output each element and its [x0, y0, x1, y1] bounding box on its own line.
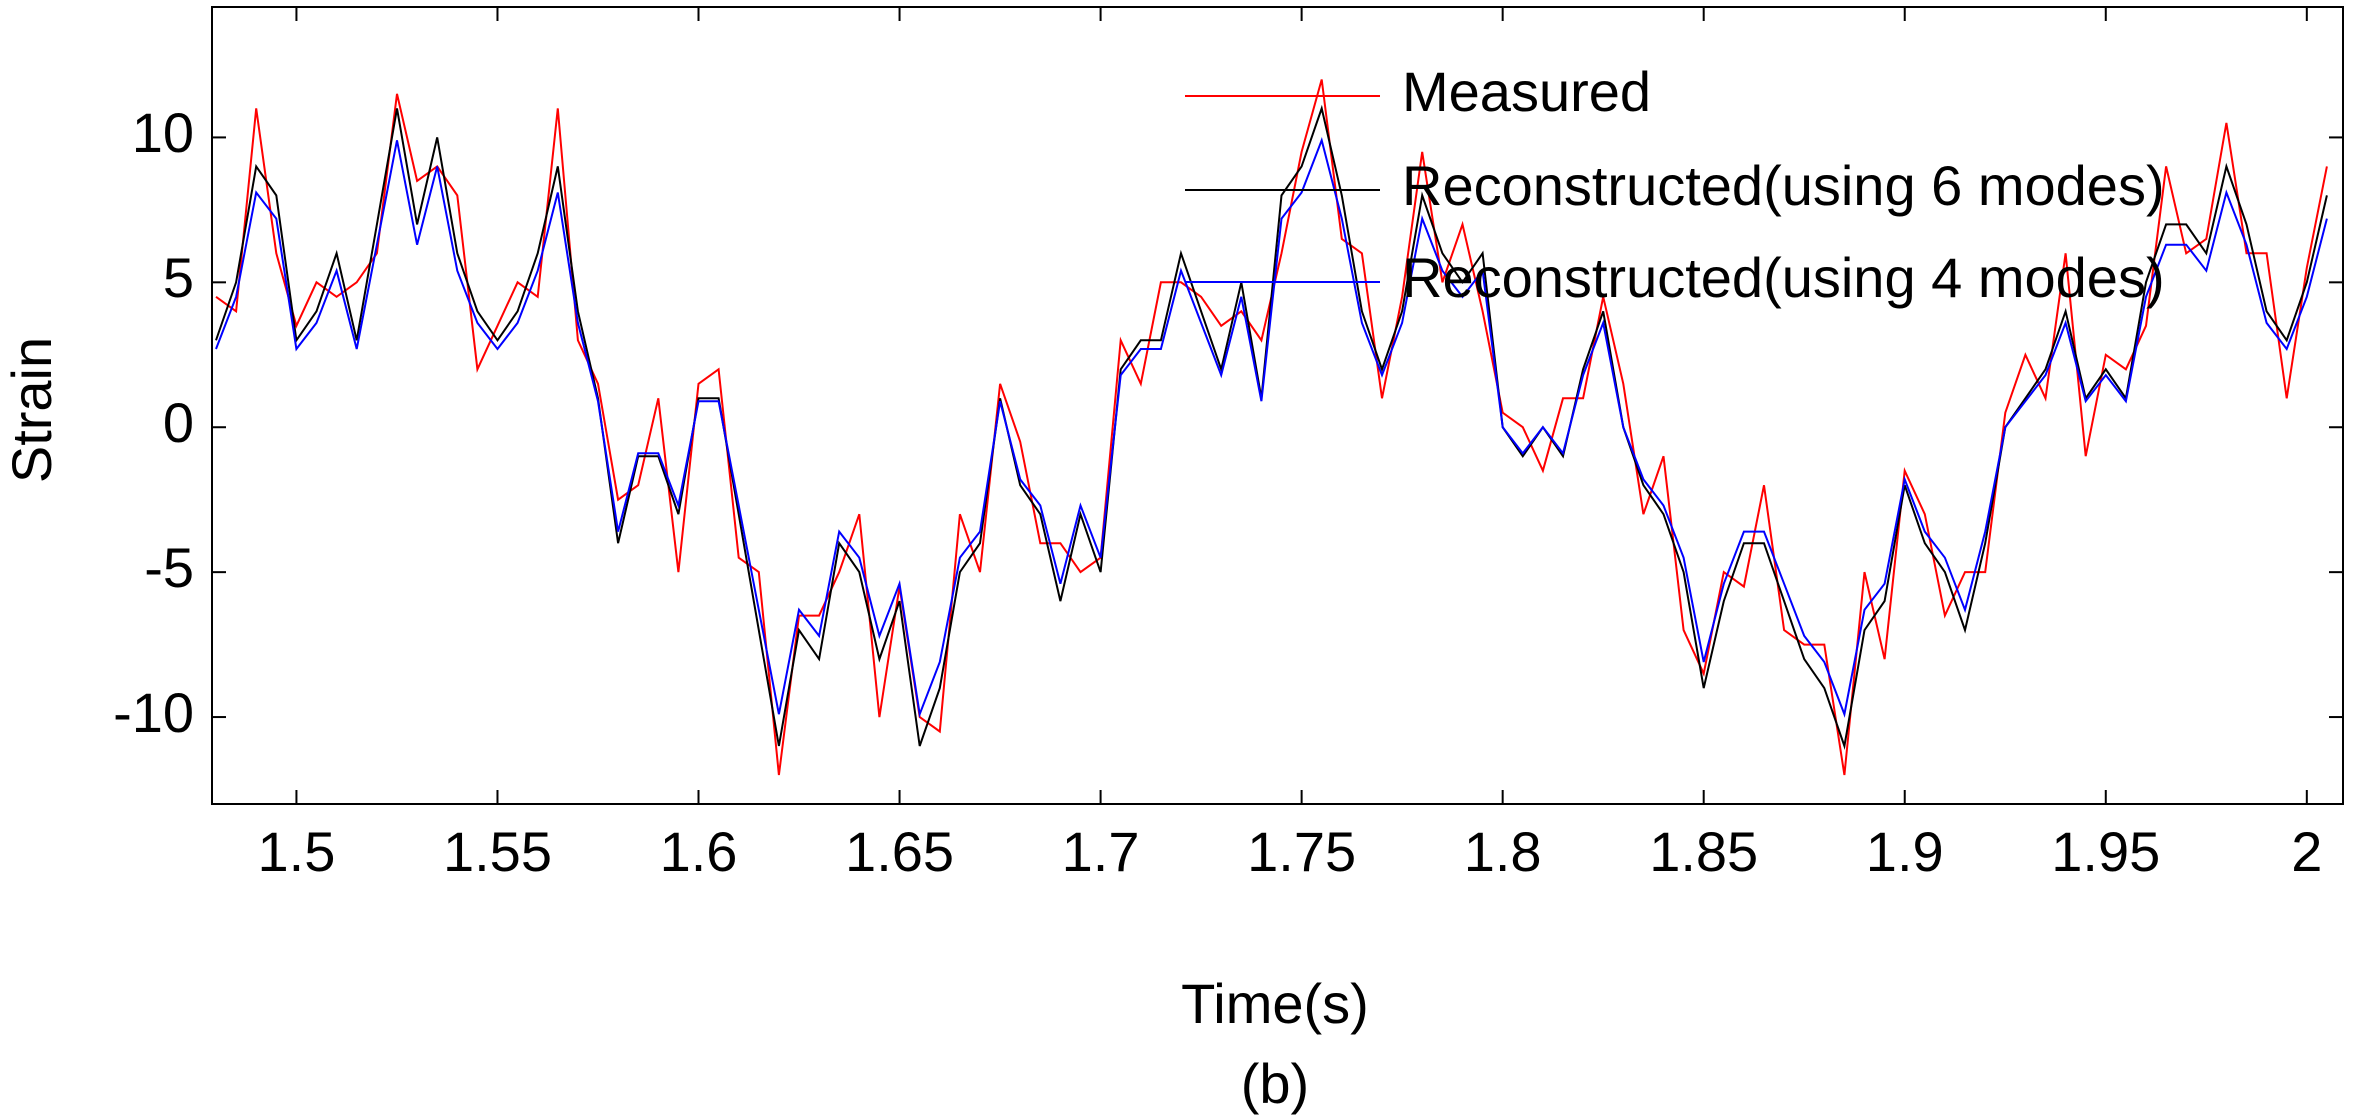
x-tick-label: 1.8 [1464, 820, 1542, 883]
x-tick-label: 1.55 [443, 820, 552, 883]
legend-label: Measured [1402, 60, 1651, 123]
x-tick-label: 1.95 [2051, 820, 2160, 883]
x-tick-label: 1.65 [845, 820, 954, 883]
x-tick-label: 2 [2291, 820, 2322, 883]
x-axis-label: Time(s) [1181, 972, 1369, 1035]
caption: (b) [1241, 1052, 1309, 1115]
x-tick-label: 1.6 [660, 820, 738, 883]
plot-frame [211, 6, 2344, 805]
series-line [215, 104, 2328, 750]
legend-label: Reconstructed(using 6 modes) [1402, 154, 2165, 217]
y-tick-label: -5 [144, 536, 194, 599]
x-tick-label: 1.9 [1866, 820, 1944, 883]
legend-label: Reconstructed(using 4 modes) [1402, 246, 2165, 309]
y-axis-label: Strain [0, 337, 63, 483]
x-tick-label: 1.85 [1649, 820, 1758, 883]
x-tick-label: 1.5 [258, 820, 336, 883]
y-tick-label: 0 [163, 391, 194, 454]
series-line [215, 137, 2328, 719]
x-tick-label: 1.7 [1062, 820, 1140, 883]
y-tick-label: -10 [113, 681, 194, 744]
x-tick-label: 1.75 [1247, 820, 1356, 883]
y-tick-label: 5 [163, 246, 194, 309]
y-tick-label: 10 [132, 101, 194, 164]
